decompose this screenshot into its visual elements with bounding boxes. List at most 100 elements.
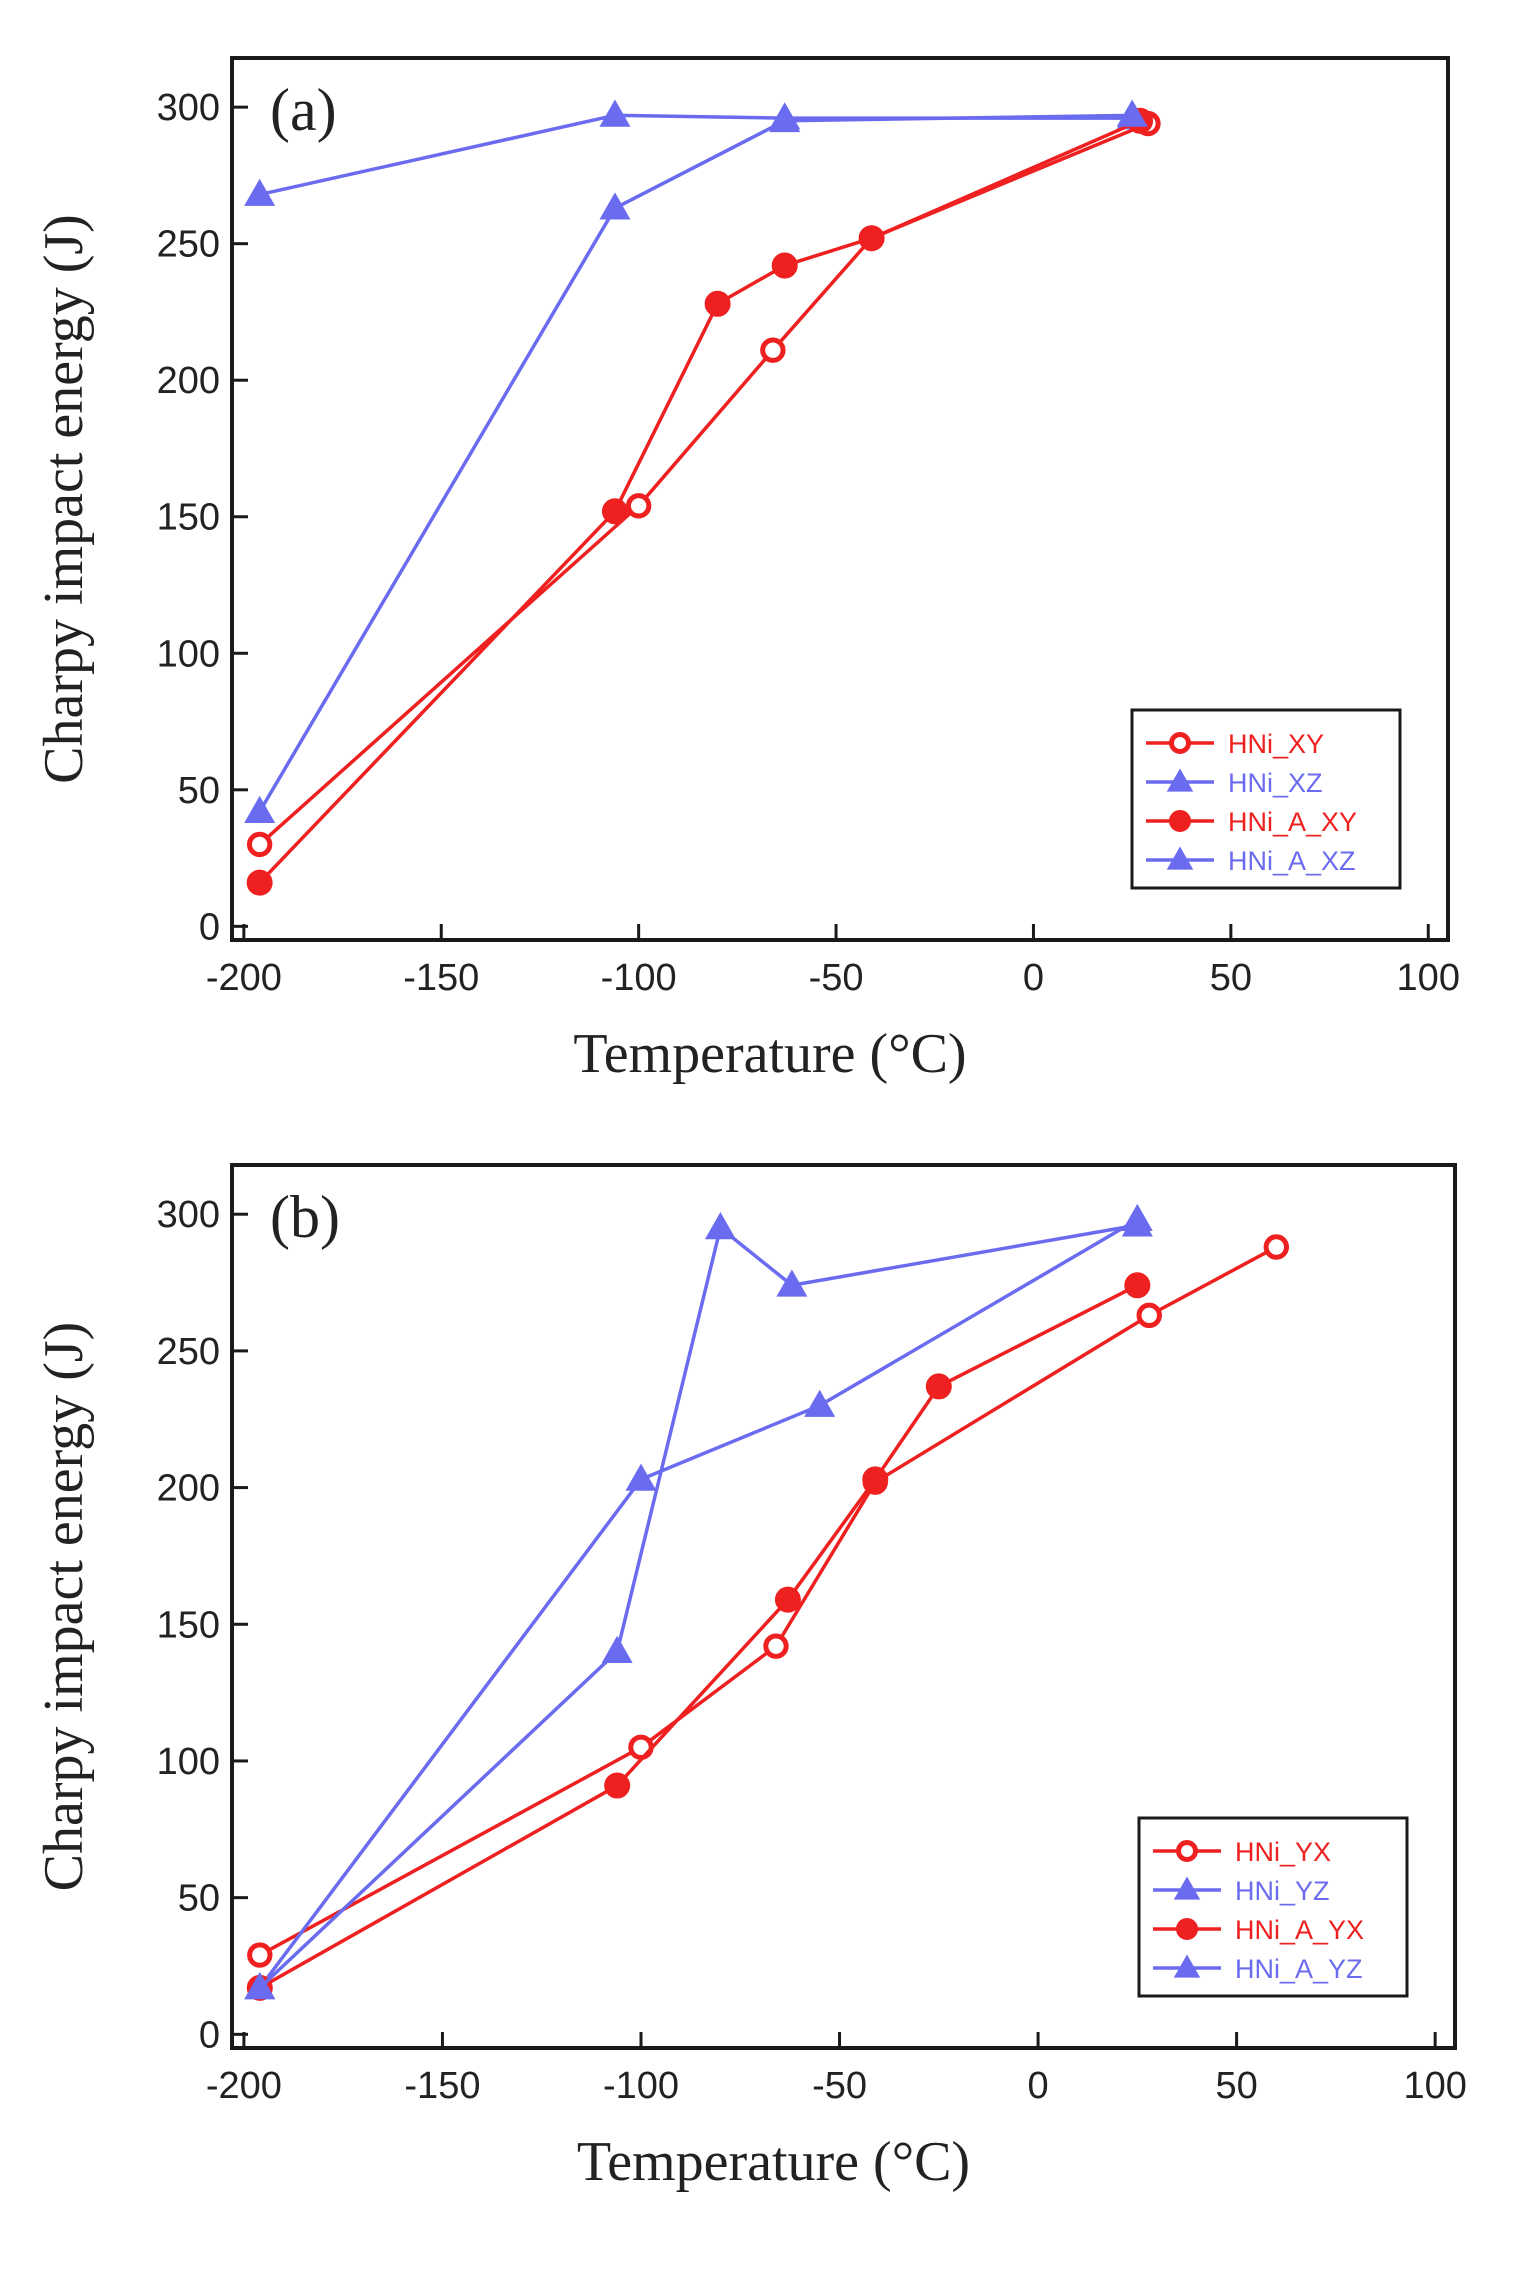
data-point-triangle (1166, 846, 1194, 870)
y-tick-label: 250 (157, 1331, 220, 1373)
legend-entry: HNi_YX (1153, 1837, 1331, 1867)
series-line (258, 1283, 1139, 1990)
legend: HNi_YX HNi_YZ HNi_A_YX HNi_A_YZ (1137, 1816, 1409, 1998)
y-tick-label: 200 (157, 1468, 220, 1510)
data-point-filled (601, 498, 628, 525)
data-point-filled (1169, 810, 1191, 832)
legend-label: HNi_A_YZ (1235, 1954, 1363, 1984)
data-point-filled (862, 1466, 889, 1493)
series-hni-a-xz (244, 99, 1148, 824)
data-point-filled (858, 225, 885, 252)
data-point-triangle (599, 192, 631, 220)
x-tick-label: 100 (1403, 2065, 1466, 2107)
series-line (258, 1223, 1138, 1990)
y-tick-label: 200 (157, 360, 220, 402)
series-line (258, 113, 1133, 813)
x-tick-label: 0 (1023, 957, 1044, 999)
legend-label: HNi_XZ (1228, 768, 1323, 798)
x-tick-label: -200 (206, 2065, 282, 2107)
legend-entry: HNi_XY (1146, 729, 1324, 759)
data-point-filled (246, 869, 273, 896)
series-hni-a-xy (246, 107, 1154, 896)
data-point-triangle (599, 99, 631, 127)
data-point-open (625, 493, 652, 519)
data-point-filled (1176, 1918, 1198, 1940)
data-point-triangle (804, 1389, 836, 1417)
data-point-open (760, 337, 786, 363)
x-axis-title: Temperature (°C) (573, 1023, 966, 1085)
panel-b: -200 -150 -100 -50 0 50 100 0 50 100 150 200 250 300 T… (33, 1163, 1467, 2193)
legend-entry: HNi_A_YZ (1153, 1954, 1363, 1984)
y-tick-label: 100 (157, 633, 220, 675)
legend-label: HNi_XY (1228, 729, 1324, 759)
data-point-filled (774, 1586, 801, 1613)
x-tick-label: -100 (601, 957, 677, 999)
y-tick-label: 150 (157, 1604, 220, 1646)
x-tick-label: 50 (1210, 957, 1252, 999)
plot-frame (230, 56, 1450, 942)
data-point-open (1169, 732, 1191, 754)
y-tick-label: 250 (157, 224, 220, 266)
data-point-open (1263, 1234, 1290, 1260)
data-point-filled (925, 1373, 952, 1400)
series-hni-yx (247, 1234, 1290, 1968)
data-point-open (1136, 1302, 1162, 1329)
y-axis-title: Charpy impact energy (J) (33, 1322, 95, 1892)
panel-label: (a) (270, 77, 337, 143)
plot-frame (230, 1163, 1457, 2050)
data-point-triangle (704, 1212, 736, 1240)
series-hni-a-yz (244, 1209, 1153, 2000)
x-tick-label: -200 (206, 957, 282, 999)
legend-label: HNi_A_XY (1228, 807, 1357, 837)
series-line (258, 121, 1149, 846)
legend: HNi_XY HNi_XZ HNi_A_XY HNi_A_XZ (1130, 708, 1402, 890)
series-line (258, 119, 1141, 884)
y-axis-title: Charpy impact energy (J) (33, 214, 95, 784)
data-point-triangle (776, 1269, 808, 1297)
legend-entry: HNi_A_YX (1153, 1915, 1364, 1945)
panel-a: -200 -150 -100 -50 0 50 100 0 50 100 150 200 250 300 T… (33, 56, 1460, 1085)
data-point-triangle (625, 1463, 657, 1491)
legend-entry: HNi_XZ (1146, 768, 1323, 798)
x-tick-label: -50 (812, 2065, 867, 2107)
x-tick-label: 50 (1215, 2065, 1257, 2107)
y-tick-label: 300 (157, 87, 220, 129)
y-tick-label: 100 (157, 1741, 220, 1783)
x-axis-title: Temperature (°C) (577, 2131, 970, 2193)
data-point-triangle (1173, 1954, 1201, 1978)
legend-entry: HNi_A_XY (1146, 807, 1357, 837)
data-point-open (247, 1942, 273, 1968)
data-point-filled (604, 1772, 631, 1799)
data-point-triangle (1121, 1209, 1153, 1237)
series-hni-xy (246, 110, 1161, 858)
data-point-open (763, 1633, 789, 1659)
data-point-triangle (244, 1972, 276, 2000)
data-point-filled (704, 290, 731, 317)
data-point-filled (1124, 1272, 1151, 1299)
x-tick-label: 100 (1397, 957, 1460, 999)
series-hni-a-yx (246, 1272, 1151, 2001)
data-point-triangle (601, 1635, 633, 1663)
data-point-triangle (1173, 1876, 1201, 1900)
data-point-triangle (769, 104, 801, 133)
x-tick-label: -150 (404, 2065, 480, 2107)
data-point-open (1176, 1840, 1198, 1862)
panel-label: (b) (270, 1184, 340, 1250)
x-tick-label: 0 (1027, 2065, 1048, 2107)
legend-entry: HNi_A_XZ (1146, 846, 1356, 876)
legend-entry: HNi_YZ (1153, 1876, 1330, 1906)
data-point-triangle (244, 178, 276, 206)
y-tick-label: 0 (199, 2014, 220, 2056)
y-tick-label: 50 (178, 1878, 220, 1920)
y-tick-label: 50 (178, 770, 220, 812)
data-point-filled (771, 252, 798, 279)
series-line (258, 1218, 1139, 1989)
data-point-open (246, 831, 273, 858)
y-tick-label: 300 (157, 1194, 220, 1236)
x-tick-label: -100 (603, 2065, 679, 2107)
legend-label: HNi_A_YX (1235, 1915, 1364, 1945)
data-point-triangle (1166, 768, 1194, 792)
series-line (258, 1245, 1278, 1957)
y-tick-label: 150 (157, 497, 220, 539)
